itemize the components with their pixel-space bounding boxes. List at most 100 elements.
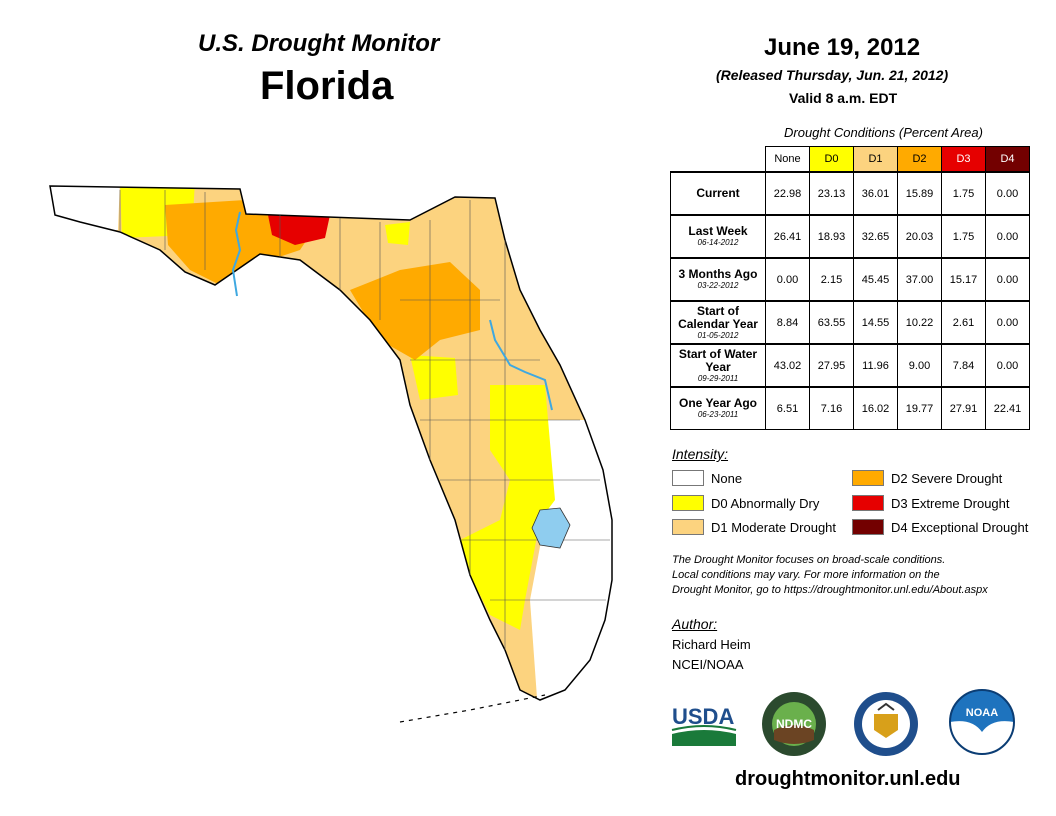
d0-area-south [460, 385, 555, 630]
table-cell: 0.00 [985, 343, 1030, 388]
table-cell: 10.22 [897, 300, 942, 345]
col-header-d3: D3 [941, 146, 986, 173]
legend-label: None [711, 470, 743, 486]
table-cell: 20.03 [897, 214, 942, 259]
legend-swatch [672, 519, 704, 535]
table-cell: 2.61 [941, 300, 986, 345]
table-cell: 0.00 [985, 171, 1030, 216]
row-label-text: Current [696, 186, 740, 200]
table-cell: 26.41 [765, 214, 810, 259]
row-date: 01-05-2012 [697, 330, 739, 340]
website-link[interactable]: droughtmonitor.unl.edu [735, 768, 961, 790]
table-cell: 15.89 [897, 171, 942, 216]
row-label-text: Last Week [688, 224, 748, 238]
legend-title: Intensity: [672, 446, 729, 462]
d2-area-panhandle [165, 200, 320, 290]
row-date: 06-14-2012 [697, 238, 739, 247]
row-label: Start of Calendar Year 01-05-2012 [670, 300, 766, 345]
table-cell: 16.02 [853, 386, 898, 430]
col-header-d1: D1 [853, 146, 898, 173]
table-corner [671, 147, 766, 173]
lake-okeechobee [531, 507, 571, 549]
col-header-d4: D4 [985, 146, 1030, 173]
row-date: 09-29-2011 [697, 373, 739, 383]
author-heading: Author: [672, 616, 718, 632]
county-lines [119, 190, 610, 650]
table-cell: 27.91 [941, 386, 986, 430]
row-label-text: Start of Water Year [678, 346, 758, 374]
d0-area-north [385, 222, 410, 245]
commerce-seal-logo [854, 692, 918, 756]
table-cell: 8.84 [765, 300, 810, 345]
legend-label: D0 Abnormally Dry [711, 495, 820, 511]
table-row: One Year Ago 06-23-2011 6.51 7.16 16.02 1… [670, 386, 1030, 430]
table-row: Start of Calendar Year 01-05-2012 8.84 63… [670, 300, 1030, 345]
table-cell: 6.51 [765, 386, 810, 430]
table-cell: 43.02 [765, 343, 810, 388]
table-cell: 37.00 [897, 257, 942, 302]
table-cell: 19.77 [897, 386, 942, 430]
svg-text:USDA: USDA [672, 704, 734, 729]
author-org: NCEI/NOAA [672, 657, 744, 672]
disclaimer-note: The Drought Monitor focuses on broad-sca… [672, 553, 1052, 598]
table-row: 3 Months Ago 03-22-2012 0.00 2.15 45.45 3… [670, 257, 1030, 302]
row-label-text: Start of Calendar Year [678, 303, 758, 331]
d3-area [268, 210, 330, 245]
legend-item-d4: D4 Exceptional Drought [852, 519, 1028, 535]
valid-time: Valid 8 a.m. EDT [789, 90, 898, 106]
map-date: June 19, 2012 [764, 34, 921, 61]
table-caption: Drought Conditions (Percent Area) [784, 125, 983, 140]
table-cell: 23.13 [809, 171, 854, 216]
table-cell: 2.15 [809, 257, 854, 302]
legend-label: D3 Extreme Drought [891, 495, 1010, 511]
table-cell: 22.41 [985, 386, 1030, 430]
drought-conditions-table: None D0 D1 D2 D3 D4 Current 22.98 23.13 … [670, 146, 1030, 430]
table-cell: 32.65 [853, 214, 898, 259]
table-cell: 22.98 [765, 171, 810, 216]
st-johns-river [489, 319, 553, 411]
legend-item-none: None [672, 470, 742, 486]
row-label: Start of Water Year 09-29-2011 [670, 343, 766, 388]
row-date: 06-23-2011 [697, 410, 739, 419]
map-subtitle: U.S. Drought Monitor [198, 30, 440, 57]
legend-swatch [672, 495, 704, 511]
table-cell: 45.45 [853, 257, 898, 302]
release-date: (Released Thursday, Jun. 21, 2012) [716, 67, 949, 83]
table-cell: 63.55 [809, 300, 854, 345]
table-cell: 14.55 [853, 300, 898, 345]
row-label-text: One Year Ago [678, 396, 758, 410]
apalachicola-river [231, 211, 242, 297]
note-line: Local conditions may vary. For more info… [672, 569, 940, 581]
svg-text:NOAA: NOAA [966, 707, 998, 719]
table-row: Start of Water Year 09-29-2011 43.02 27.9… [670, 343, 1030, 388]
table-row: Last Week 06-14-2012 26.41 18.93 32.65 20… [670, 214, 1030, 259]
legend-label: D2 Severe Drought [891, 470, 1003, 486]
legend-item-d0: D0 Abnormally Dry [672, 495, 819, 511]
usda-logo: USDA [671, 704, 737, 746]
ndmc-logo: NDMC [762, 692, 826, 756]
legend-item-d2: D2 Severe Drought [852, 470, 1002, 486]
legend-label: D4 Exceptional Drought [891, 519, 1029, 535]
table-cell: 36.01 [853, 171, 898, 216]
table-cell: 0.00 [985, 214, 1030, 259]
table-cell: 0.00 [765, 257, 810, 302]
legend-label: D1 Moderate Drought [711, 519, 837, 535]
table-header-row: None D0 D1 D2 D3 D4 [671, 146, 1030, 173]
row-label: 3 Months Ago 03-22-2012 [670, 257, 766, 302]
col-header-d0: D0 [809, 146, 854, 173]
col-header-d2: D2 [897, 146, 942, 173]
legend-item-d1: D1 Moderate Drought [672, 519, 836, 535]
table-cell: 18.93 [809, 214, 854, 259]
row-label: One Year Ago 06-23-2011 [670, 386, 766, 430]
table-row: Current 22.98 23.13 36.01 15.89 1.75 0.0… [670, 171, 1030, 216]
svg-text:NDMC: NDMC [776, 717, 812, 731]
table-cell: 0.00 [985, 257, 1030, 302]
noaa-logo: NOAA [949, 689, 1015, 755]
table-cell: 9.00 [897, 343, 942, 388]
legend-swatch [672, 470, 704, 486]
legend-item-d3: D3 Extreme Drought [852, 495, 1010, 511]
row-date: 03-22-2012 [697, 281, 739, 290]
row-label-text: 3 Months Ago [678, 267, 758, 281]
legend-swatch [852, 495, 884, 511]
d0-area-central [410, 355, 458, 400]
